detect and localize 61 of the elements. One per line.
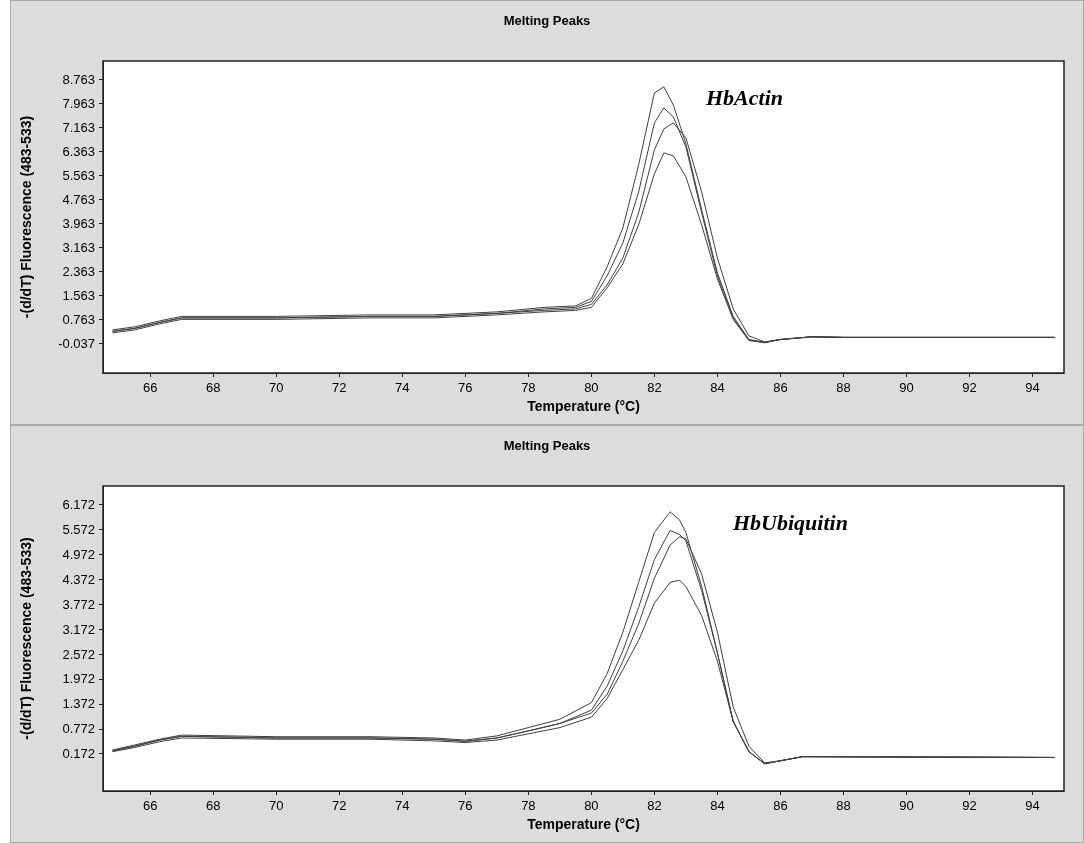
x-tick-label: 68 bbox=[206, 380, 221, 395]
y-tick-label: 1.972 bbox=[62, 671, 95, 687]
y-tick-label: 7.163 bbox=[62, 119, 95, 135]
y-tick-label: 0.172 bbox=[62, 746, 95, 762]
x-axis-title: Temperature (°C) bbox=[527, 816, 640, 832]
x-tick-label: 84 bbox=[710, 380, 725, 395]
y-tick-label: 6.363 bbox=[62, 143, 95, 159]
x-tick-label: 88 bbox=[836, 798, 851, 813]
x-tick-label: 90 bbox=[899, 798, 914, 813]
x-tick-label: 72 bbox=[332, 798, 347, 813]
x-tick-label: 80 bbox=[584, 380, 599, 395]
x-tick-label: 94 bbox=[1025, 798, 1040, 813]
x-tick-label: 78 bbox=[521, 380, 536, 395]
x-tick-label: 94 bbox=[1025, 380, 1040, 395]
x-tick-label: 88 bbox=[836, 380, 851, 395]
y-axis-title: -(d/dT) Fluorescence (483-533) bbox=[18, 115, 34, 319]
x-tick-label: 92 bbox=[962, 798, 977, 813]
x-tick-label: 66 bbox=[143, 380, 158, 395]
x-tick-label: 70 bbox=[269, 798, 284, 813]
y-tick-label: 1.372 bbox=[62, 696, 95, 712]
y-tick-label: 2.572 bbox=[62, 646, 95, 662]
x-tick-label: 80 bbox=[584, 798, 599, 813]
chart-title: Melting Peaks bbox=[503, 438, 591, 453]
x-tick-label: 72 bbox=[332, 380, 347, 395]
y-tick-label: 3.772 bbox=[62, 596, 95, 612]
y-tick-label: -0.037 bbox=[58, 335, 95, 351]
y-tick-label: 6.172 bbox=[62, 497, 95, 513]
annotation: HbUbiquitin bbox=[732, 509, 848, 535]
y-tick-label: 5.572 bbox=[62, 522, 95, 538]
y-tick-label: 0.763 bbox=[62, 311, 95, 327]
x-tick-label: 86 bbox=[773, 798, 788, 813]
chart-title: Melting Peaks bbox=[503, 13, 591, 28]
x-tick-label: 74 bbox=[395, 380, 410, 395]
x-tick-label: 92 bbox=[962, 380, 977, 395]
y-tick-label: 7.963 bbox=[62, 95, 95, 111]
x-tick-label: 70 bbox=[269, 380, 284, 395]
x-tick-label: 82 bbox=[647, 380, 662, 395]
y-tick-label: 8.763 bbox=[62, 71, 95, 87]
x-tick-label: 76 bbox=[458, 380, 473, 395]
x-tick-label: 86 bbox=[773, 380, 788, 395]
y-axis-title: -(d/dT) Fluorescence (483-533) bbox=[18, 537, 34, 740]
y-tick-label: 0.772 bbox=[62, 721, 95, 737]
x-tick-label: 78 bbox=[521, 798, 536, 813]
x-tick-label: 90 bbox=[899, 380, 914, 395]
y-tick-label: 3.172 bbox=[62, 621, 95, 637]
y-tick-label: 4.972 bbox=[62, 546, 95, 562]
x-tick-label: 68 bbox=[206, 798, 221, 813]
x-tick-label: 82 bbox=[647, 798, 662, 813]
x-axis-title: Temperature (°C) bbox=[527, 398, 640, 414]
y-tick-label: 1.563 bbox=[62, 287, 95, 303]
x-tick-label: 76 bbox=[458, 798, 473, 813]
annotation: HbActin bbox=[705, 84, 784, 110]
y-tick-label: 5.563 bbox=[62, 167, 95, 183]
y-tick-label: 3.963 bbox=[62, 215, 95, 231]
y-tick-label: 4.372 bbox=[62, 571, 95, 587]
x-tick-label: 74 bbox=[395, 798, 410, 813]
x-tick-label: 84 bbox=[710, 798, 725, 813]
y-tick-label: 3.163 bbox=[62, 239, 95, 255]
x-tick-label: 66 bbox=[143, 798, 158, 813]
y-tick-label: 2.363 bbox=[62, 263, 95, 279]
y-tick-label: 4.763 bbox=[62, 191, 95, 207]
